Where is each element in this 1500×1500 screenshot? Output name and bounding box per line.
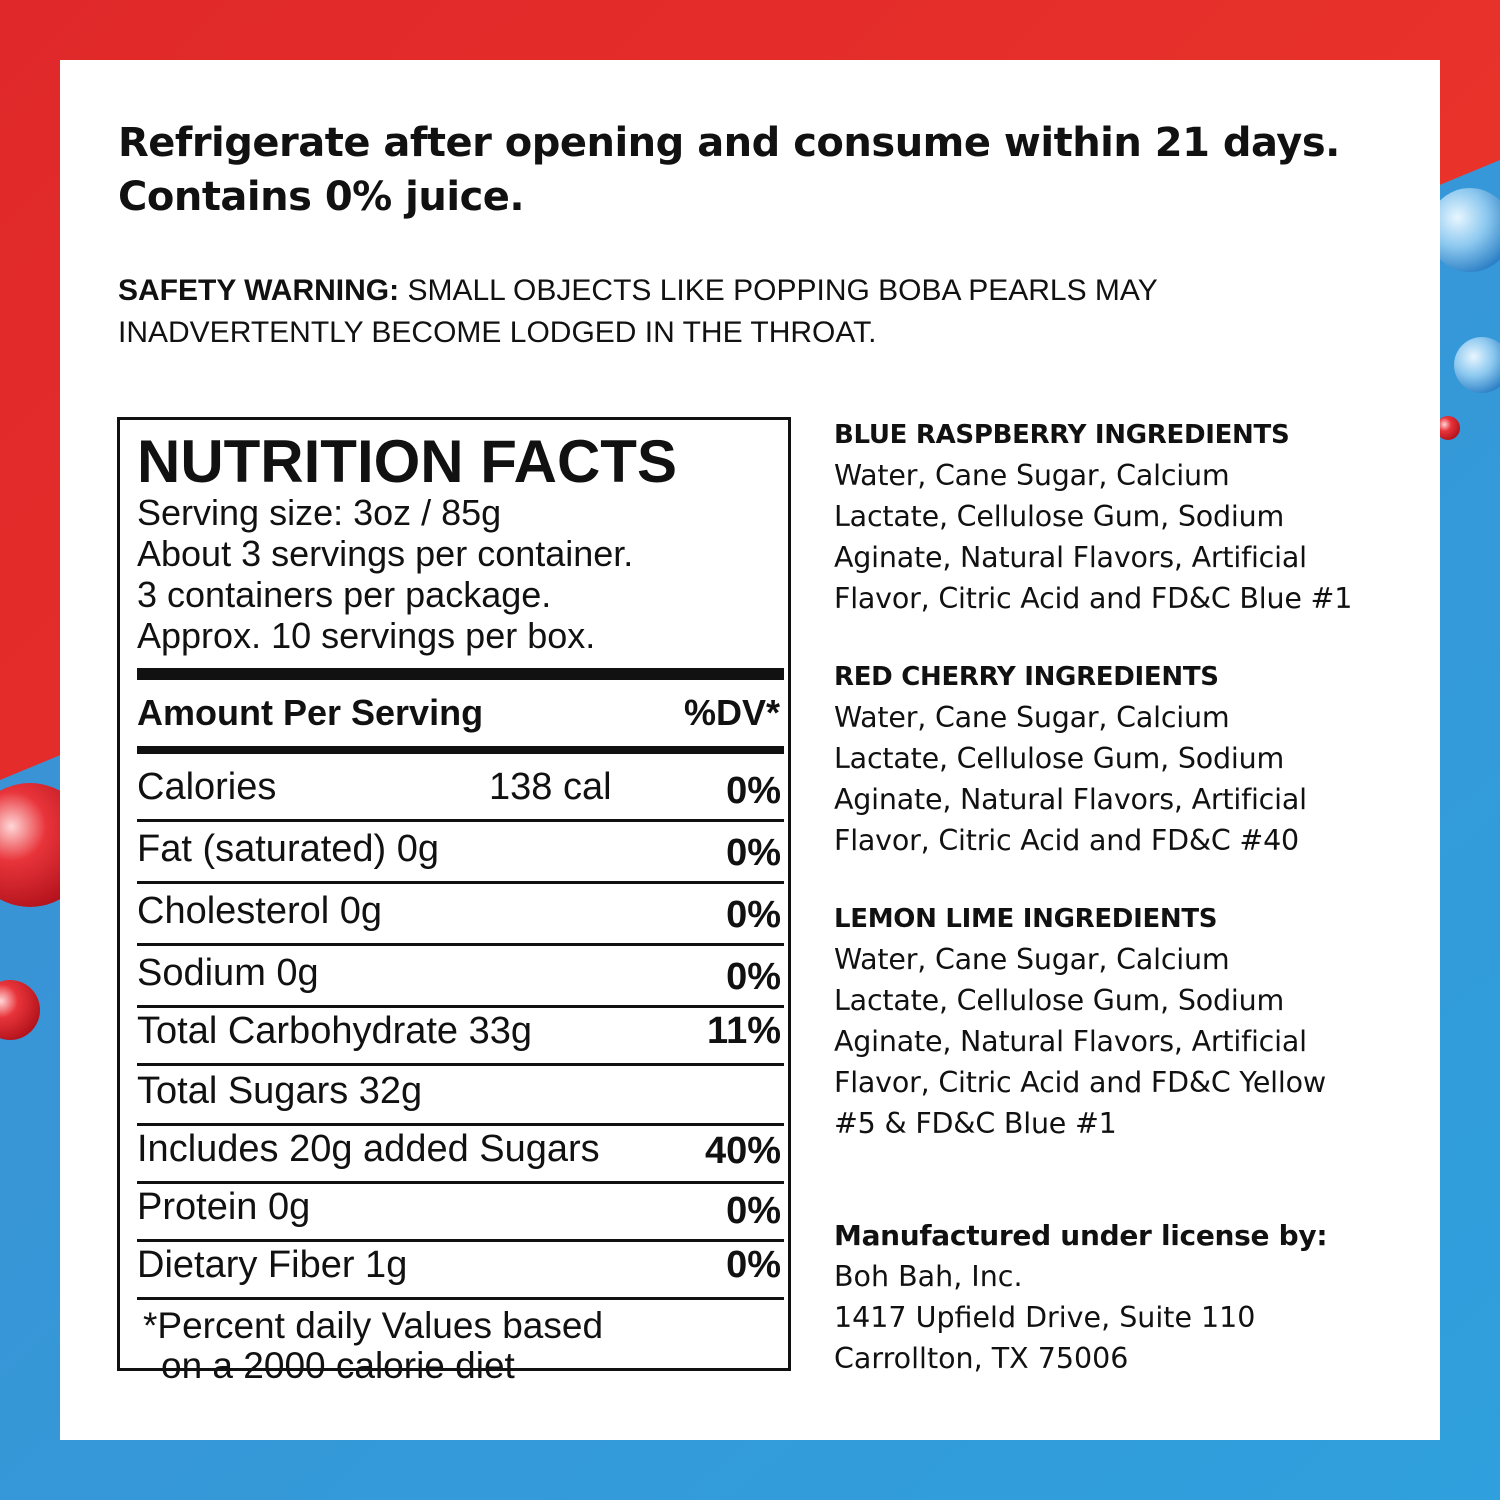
nutrient-label: Total Carbohydrate 33g	[137, 1010, 533, 1052]
nutrient-dv: 0%	[726, 956, 781, 998]
ingredients-line: #5 & FD&C Blue #1	[834, 1107, 1117, 1140]
warning-label: SAFETY WARNING:	[118, 274, 400, 307]
ingredients-blue-raspberry: BLUE RASPBERRY INGREDIENTS Water, Cane S…	[834, 415, 1434, 619]
ingredients-line: Water, Cane Sugar, Calcium	[834, 701, 1230, 734]
ingredients-red-cherry: RED CHERRY INGREDIENTS Water, Cane Sugar…	[834, 657, 1434, 861]
ingredients-line: Lactate, Cellulose Gum, Sodium	[834, 984, 1285, 1017]
nutrient-row-fiber: Dietary Fiber 1g 0%	[137, 1242, 784, 1300]
nutrient-label: Sodium 0g	[137, 952, 319, 994]
nutrient-label: Total Sugars 32g	[137, 1070, 423, 1112]
nutrient-row-carbohydrate: Total Carbohydrate 33g 11%	[137, 1008, 784, 1066]
nutrient-row-sugars: Total Sugars 32g	[137, 1066, 784, 1126]
nutrition-facts-panel: NUTRITION FACTS Serving size: 3oz / 85g …	[117, 417, 791, 1386]
nutrient-row-sodium: Sodium 0g 0%	[137, 946, 784, 1008]
ingredients-text: Water, Cane Sugar, Calcium Lactate, Cell…	[834, 697, 1434, 861]
nutrient-row-cholesterol: Cholesterol 0g 0%	[137, 884, 784, 946]
ingredients-heading: LEMON LIME INGREDIENTS	[834, 904, 1218, 934]
ingredients-line: Lactate, Cellulose Gum, Sodium	[834, 500, 1285, 533]
ingredients-line: Flavor, Citric Acid and FD&C #40	[834, 824, 1299, 857]
nutrient-row-calories: Calories 138 cal 0%	[137, 754, 784, 822]
ingredients-line: Lactate, Cellulose Gum, Sodium	[834, 742, 1285, 775]
nutrient-label: Includes 20g added Sugars	[137, 1128, 600, 1170]
nutrient-label: Dietary Fiber 1g	[137, 1244, 408, 1286]
nutrition-footnote: *Percent daily Values based on a 2000 ca…	[137, 1300, 784, 1386]
nutrient-label: Cholesterol 0g	[137, 890, 383, 932]
warning-text-1: SMALL OBJECTS LIKE POPPING BOBA PEARLS M…	[399, 274, 1158, 307]
nutrient-amount: 138 cal	[489, 766, 612, 808]
nutrient-dv: 0%	[726, 894, 781, 936]
serving-line: Serving size: 3oz / 85g	[137, 492, 502, 533]
nutrient-label: Protein 0g	[137, 1186, 311, 1228]
serving-line: About 3 servings per container.	[137, 533, 634, 574]
label-card: Refrigerate after opening and consume wi…	[60, 60, 1440, 1440]
manufacturer-heading: Manufactured under license by:	[834, 1219, 1328, 1252]
nutrition-title: NUTRITION FACTS	[137, 428, 677, 495]
nutrient-dv: 40%	[704, 1130, 781, 1172]
manufacturer-street: 1417 Upfield Drive, Suite 110	[834, 1301, 1256, 1334]
amount-header-row: Amount Per Serving %DV*	[137, 680, 784, 746]
serving-line: 3 containers per package.	[137, 574, 552, 615]
juice-line: Contains 0% juice.	[118, 174, 525, 220]
ingredients-heading: BLUE RASPBERRY INGREDIENTS	[834, 420, 1290, 450]
footnote-line: on a 2000 calorie diet	[161, 1345, 515, 1386]
dv-header: %DV*	[683, 692, 780, 733]
serving-line: Approx. 10 servings per box.	[137, 615, 596, 656]
ingredients-text: Water, Cane Sugar, Calcium Lactate, Cell…	[834, 455, 1434, 619]
ingredients-line: Flavor, Citric Acid and FD&C Yellow	[834, 1066, 1326, 1099]
ingredients-lemon-lime: LEMON LIME INGREDIENTS Water, Cane Sugar…	[834, 899, 1434, 1144]
nutrient-row-added-sugars: Includes 20g added Sugars 40%	[137, 1126, 784, 1184]
manufacturer-name: Boh Bah, Inc.	[834, 1260, 1023, 1293]
divider-thick	[137, 668, 784, 680]
nutrient-dv: 0%	[726, 832, 781, 874]
warning-text-2: INADVERTENTLY BECOME LODGED IN THE THROA…	[118, 316, 877, 349]
nutrient-label: Calories	[137, 766, 277, 808]
manufacturer-block: Manufactured under license by: Boh Bah, …	[834, 1216, 1434, 1379]
manufacturer-city: Carrollton, TX 75006	[834, 1342, 1129, 1375]
footnote-line: *Percent daily Values based	[143, 1305, 604, 1346]
storage-headline: Refrigerate after opening and consume wi…	[118, 116, 1418, 224]
ingredients-text: Water, Cane Sugar, Calcium Lactate, Cell…	[834, 939, 1434, 1144]
manufacturer-address: Boh Bah, Inc. 1417 Upfield Drive, Suite …	[834, 1256, 1434, 1379]
nutrient-row-protein: Protein 0g 0%	[137, 1184, 784, 1242]
nutrient-dv: 0%	[726, 1244, 781, 1286]
serving-info: Serving size: 3oz / 85g About 3 servings…	[137, 492, 784, 656]
nutrient-label: Fat (saturated) 0g	[137, 828, 440, 870]
ingredients-line: Aginate, Natural Flavors, Artificial	[834, 783, 1307, 816]
divider-medium	[137, 746, 784, 754]
ingredients-line: Aginate, Natural Flavors, Artificial	[834, 541, 1307, 574]
amount-header: Amount Per Serving	[137, 692, 484, 733]
safety-warning: SAFETY WARNING: SMALL OBJECTS LIKE POPPI…	[118, 270, 1318, 354]
ingredients-line: Flavor, Citric Acid and FD&C Blue #1	[834, 582, 1353, 615]
nutrient-dv: 11%	[707, 1010, 781, 1052]
ingredients-line: Water, Cane Sugar, Calcium	[834, 459, 1230, 492]
ingredients-line: Water, Cane Sugar, Calcium	[834, 943, 1230, 976]
ingredients-line: Aginate, Natural Flavors, Artificial	[834, 1025, 1307, 1058]
storage-line: Refrigerate after opening and consume wi…	[118, 120, 1340, 166]
nutrient-row-fat: Fat (saturated) 0g 0%	[137, 822, 784, 884]
ingredients-heading: RED CHERRY INGREDIENTS	[834, 662, 1219, 692]
ingredients-column: BLUE RASPBERRY INGREDIENTS Water, Cane S…	[834, 415, 1434, 1379]
nutrient-dv: 0%	[726, 1190, 781, 1232]
nutrient-dv: 0%	[726, 770, 781, 812]
